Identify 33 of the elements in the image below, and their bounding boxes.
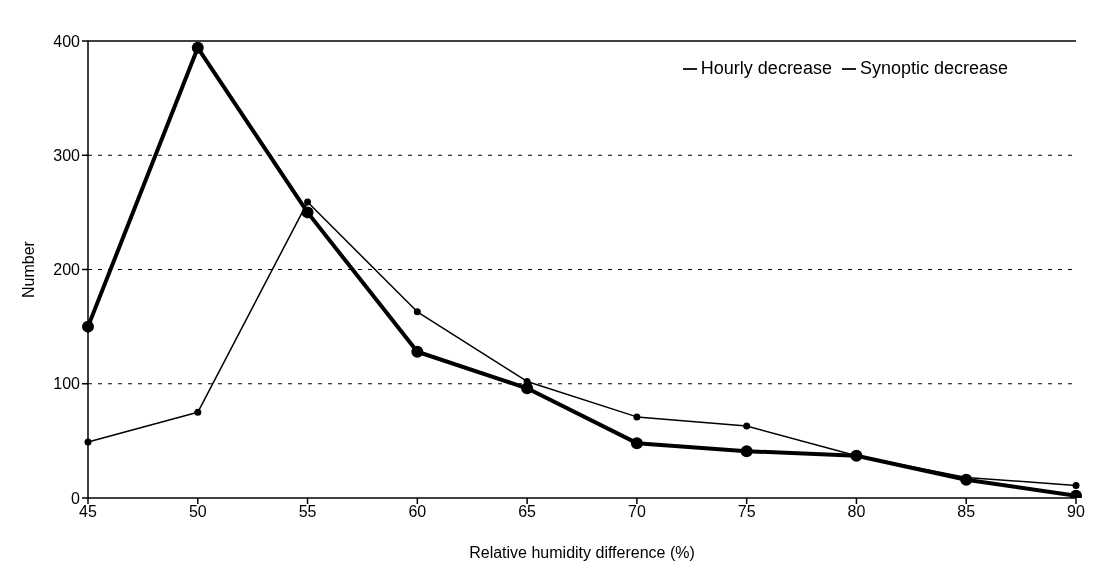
y-axis-title: Number — [19, 240, 37, 298]
point — [523, 377, 531, 385]
point — [630, 437, 643, 450]
point — [413, 308, 421, 316]
point — [633, 413, 641, 421]
point — [411, 345, 424, 358]
legend-label: Synoptic decrease — [859, 58, 1008, 78]
point — [301, 206, 314, 219]
point — [740, 445, 753, 458]
y-tick-label: 100 — [53, 375, 81, 393]
legend-label: Hourly decrease — [700, 58, 832, 78]
x-tick-label: 60 — [408, 503, 427, 521]
point — [304, 198, 312, 206]
point — [1072, 481, 1080, 489]
y-tick-label: 300 — [53, 146, 81, 164]
x-tick-label: 70 — [627, 503, 646, 521]
x-tick-label: 85 — [957, 503, 976, 521]
point — [84, 438, 92, 446]
x-tick-label: 75 — [737, 503, 756, 521]
x-axis-title: Relative humidity difference (%) — [469, 544, 695, 561]
x-tick-label: 50 — [188, 503, 207, 521]
x-tick-label: 90 — [1067, 503, 1085, 521]
x-tick-label: 80 — [847, 503, 866, 521]
x-tick-label: 65 — [518, 503, 537, 521]
x-tick-label: 45 — [79, 503, 97, 521]
point — [743, 422, 751, 430]
x-tick-label: 55 — [298, 503, 317, 521]
point — [194, 408, 202, 416]
point — [191, 41, 204, 54]
y-tick-label: 200 — [53, 261, 81, 279]
point — [82, 320, 94, 333]
y-tick-label: 0 — [71, 489, 81, 507]
y-tick-label: 400 — [53, 32, 81, 50]
